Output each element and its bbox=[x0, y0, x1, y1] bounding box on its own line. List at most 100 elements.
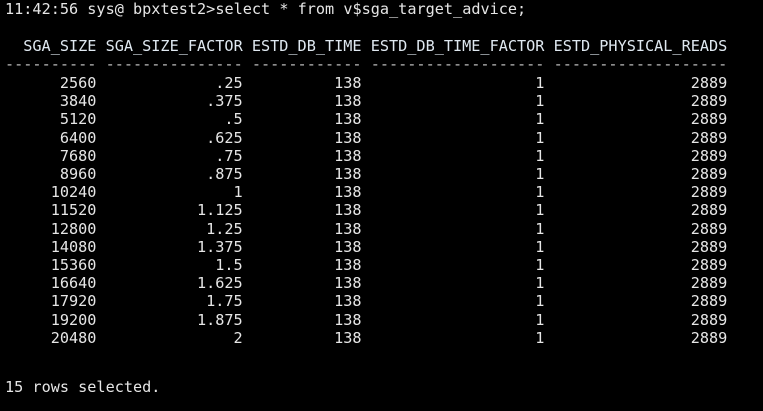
table-cell: 6400 bbox=[59, 128, 97, 147]
table-cell: 12800 bbox=[50, 219, 97, 238]
table-cell: 1 bbox=[535, 110, 545, 129]
table-row: 6400 .625 138 1 2889 bbox=[5, 129, 727, 147]
table-cell: .375 bbox=[206, 92, 243, 111]
table-cell: 11520 bbox=[50, 201, 97, 220]
table-cell: 1.5 bbox=[215, 256, 243, 274]
table-cell: 1 bbox=[535, 165, 545, 183]
table-cell: 8960 bbox=[59, 165, 97, 183]
table-header: SGA_SIZE SGA_SIZE_FACTOR ESTD_DB_TIME ESTD_… bbox=[5, 37, 727, 55]
table-cell: 5120 bbox=[59, 110, 97, 129]
table-cell: 138 bbox=[334, 292, 362, 311]
table-row: 15360 1.5 138 1 2889 bbox=[5, 256, 728, 274]
table-row: 11520 1.125 138 1 2889 bbox=[5, 201, 728, 220]
table-row: 16640 1.625 138 1 2889 bbox=[5, 274, 728, 293]
table-cell: 2889 bbox=[690, 256, 728, 274]
table-cell: 138 bbox=[334, 128, 362, 147]
table-cell: 2 bbox=[233, 328, 243, 347]
command-line: 11:42:56 sys@ bpxtest2>select * from v$s… bbox=[5, 0, 526, 18]
table-cell: 138 bbox=[334, 310, 362, 329]
sql-command: select * from v$sga_target_advice; bbox=[215, 0, 527, 18]
table-cell: 14080 bbox=[50, 237, 97, 256]
table-cell: 2889 bbox=[690, 183, 728, 202]
table-row: 3840 .375 138 1 2889 bbox=[5, 92, 727, 110]
column-header: ESTD_PHYSICAL_READS bbox=[553, 37, 728, 55]
table-cell: 2889 bbox=[690, 219, 728, 238]
column-separator: ---------- bbox=[5, 55, 97, 73]
header-separator: ---------- --------------- ------------ ---… bbox=[5, 55, 727, 73]
table-cell: 16640 bbox=[50, 274, 97, 293]
column-separator: --------------- bbox=[105, 55, 243, 73]
table-cell: 2889 bbox=[690, 274, 728, 293]
table-row: 8960 .875 138 1 2889 bbox=[5, 165, 727, 183]
column-header: SGA_SIZE_FACTOR bbox=[105, 37, 243, 55]
table-cell: 15360 bbox=[50, 256, 97, 274]
table-cell: 2889 bbox=[690, 237, 728, 256]
table-cell: .75 bbox=[215, 146, 243, 165]
table-row: 5120 .5 138 1 2889 bbox=[5, 110, 727, 128]
table-cell: 1 bbox=[535, 310, 545, 329]
table-cell: 138 bbox=[334, 183, 362, 202]
table-cell: .625 bbox=[206, 128, 243, 147]
table-cell: 138 bbox=[334, 274, 362, 293]
table-cell: 1 bbox=[535, 328, 545, 347]
column-header: ESTD_DB_TIME_FACTOR bbox=[370, 37, 545, 55]
table-cell: 19200 bbox=[50, 310, 97, 329]
table-cell: 138 bbox=[334, 74, 362, 92]
column-separator: ------------------- bbox=[370, 55, 545, 73]
table-cell: 1.125 bbox=[196, 201, 243, 220]
table-row: 20480 2 138 1 2889 bbox=[5, 328, 728, 347]
table-cell: 1.75 bbox=[206, 292, 243, 311]
table-cell: 2889 bbox=[690, 328, 728, 347]
table-cell: 138 bbox=[334, 219, 362, 238]
table-cell: 1 bbox=[535, 292, 545, 311]
table-cell: 1 bbox=[535, 274, 545, 293]
table-cell: 1 bbox=[535, 146, 545, 165]
table-cell: 2889 bbox=[690, 146, 728, 165]
table-cell: 1 bbox=[535, 201, 545, 220]
table-cell: 1 bbox=[535, 219, 545, 238]
table-row: 12800 1.25 138 1 2889 bbox=[5, 219, 728, 238]
table-cell: 1 bbox=[535, 92, 545, 111]
table-cell: 138 bbox=[334, 146, 362, 165]
table-cell: .5 bbox=[224, 110, 243, 129]
table-cell: 138 bbox=[334, 201, 362, 220]
table-cell: 1 bbox=[535, 183, 545, 202]
table-cell: 1.625 bbox=[196, 274, 243, 293]
table-cell: 3840 bbox=[59, 92, 97, 111]
table-cell: 1 bbox=[535, 128, 545, 147]
table-cell: 2889 bbox=[690, 128, 728, 147]
table-cell: 138 bbox=[334, 92, 362, 111]
table-cell: .25 bbox=[215, 74, 243, 92]
rows-selected-footer: 15 rows selected. bbox=[5, 378, 161, 396]
table-cell: 138 bbox=[334, 256, 362, 274]
table-cell: 1 bbox=[535, 256, 545, 274]
table-cell: 10240 bbox=[50, 183, 97, 202]
table-cell: 138 bbox=[334, 165, 362, 183]
table-row: 19200 1.875 138 1 2889 bbox=[5, 310, 728, 329]
table-row: 7680 .75 138 1 2889 bbox=[5, 147, 727, 165]
table-cell: 2889 bbox=[690, 74, 728, 92]
table-cell: 17920 bbox=[50, 292, 97, 311]
column-header: ESTD_DB_TIME bbox=[251, 37, 362, 55]
column-header: SGA_SIZE bbox=[23, 37, 97, 55]
table-cell: 1 bbox=[233, 183, 243, 202]
table-cell: 2560 bbox=[59, 74, 97, 92]
table-cell: 1 bbox=[535, 74, 545, 92]
table-cell: 138 bbox=[334, 237, 362, 256]
table-row: 2560 .25 138 1 2889 bbox=[5, 74, 727, 92]
table-cell: 1.875 bbox=[196, 310, 243, 329]
table-row: 14080 1.375 138 1 2889 bbox=[5, 237, 728, 256]
table-cell: 20480 bbox=[50, 328, 97, 347]
table-row: 10240 1 138 1 2889 bbox=[5, 183, 728, 202]
table-cell: 1 bbox=[535, 237, 545, 256]
table-cell: 2889 bbox=[690, 201, 728, 220]
table-cell: 7680 bbox=[59, 146, 97, 165]
table-cell: 2889 bbox=[690, 165, 728, 183]
table-cell: 1.375 bbox=[196, 237, 243, 256]
table-cell: 2889 bbox=[690, 292, 728, 311]
prompt: 11:42:56 sys@ bpxtest2> bbox=[5, 0, 216, 18]
table-cell: 138 bbox=[334, 110, 362, 129]
column-separator: ------------ bbox=[251, 55, 362, 73]
column-separator: ------------------- bbox=[553, 55, 728, 73]
table-row: 17920 1.75 138 1 2889 bbox=[5, 292, 728, 311]
